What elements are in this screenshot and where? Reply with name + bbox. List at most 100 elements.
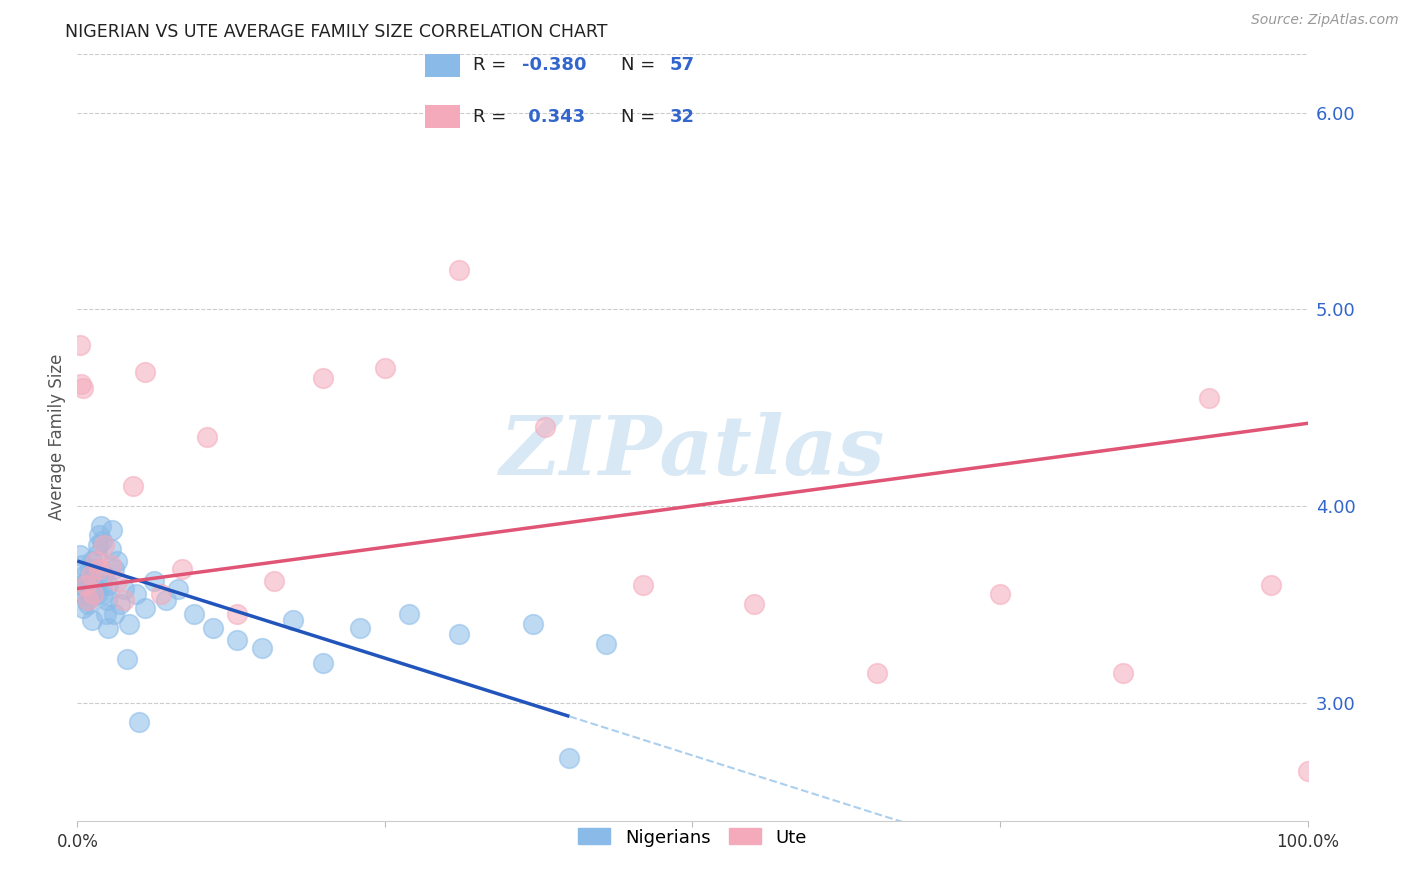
Point [83, 562, 105, 576]
Point [84, 554, 107, 568]
Point [100, 558, 122, 572]
Point [742, 597, 765, 611]
Point [84, 582, 107, 596]
Point [82, 577, 104, 591]
Point [82, 613, 104, 627]
Point [70, 376, 93, 391]
Point [76, 574, 98, 588]
Point [70, 558, 93, 572]
Point [150, 587, 173, 601]
Text: 32: 32 [669, 108, 695, 126]
Point [90, 534, 114, 549]
Text: NIGERIAN VS UTE AVERAGE FAMILY SIZE CORRELATION CHART: NIGERIAN VS UTE AVERAGE FAMILY SIZE CORR… [65, 23, 607, 41]
Text: ZIPatlas: ZIPatlas [499, 412, 886, 492]
Point [1112, 666, 1135, 681]
Point [115, 652, 138, 666]
Point [195, 430, 218, 444]
Point [374, 361, 396, 376]
Point [558, 750, 581, 764]
Text: N =: N = [621, 56, 661, 74]
Point [97, 621, 120, 635]
Point [96, 593, 118, 607]
Point [77, 597, 100, 611]
Point [105, 554, 128, 568]
Point [93, 538, 115, 552]
Point [93, 567, 115, 582]
Point [101, 523, 124, 537]
Point [201, 621, 224, 635]
Point [86, 548, 108, 562]
Point [1260, 577, 1282, 591]
Point [134, 601, 156, 615]
Legend: Nigerians, Ute: Nigerians, Ute [571, 822, 814, 854]
Text: Source: ZipAtlas.com: Source: ZipAtlas.com [1251, 13, 1399, 28]
Point [89, 562, 111, 576]
Point [263, 574, 285, 588]
Point [100, 542, 122, 557]
Point [167, 582, 190, 596]
Point [76, 593, 98, 607]
Point [75, 577, 97, 591]
Point [90, 518, 112, 533]
Text: 57: 57 [669, 56, 695, 74]
Point [250, 640, 273, 655]
Point [105, 574, 128, 588]
Point [534, 420, 557, 434]
Point [72, 587, 94, 601]
Point [103, 607, 125, 621]
Text: N =: N = [621, 108, 661, 126]
Point [398, 607, 420, 621]
Point [1296, 764, 1319, 779]
Point [170, 562, 193, 576]
Point [91, 587, 114, 601]
Point [69, 337, 91, 351]
Point [1198, 391, 1220, 405]
Point [312, 371, 335, 385]
Point [86, 587, 108, 601]
Point [447, 627, 470, 641]
Point [80, 587, 103, 601]
Y-axis label: Average Family Size: Average Family Size [48, 354, 66, 520]
Point [73, 567, 96, 582]
Point [134, 365, 156, 379]
Point [128, 715, 150, 730]
Point [112, 582, 135, 596]
Point [89, 528, 111, 542]
Point [103, 562, 125, 576]
Point [118, 616, 141, 631]
Point [70, 577, 93, 591]
Point [312, 657, 335, 671]
Point [90, 577, 114, 591]
Point [82, 587, 104, 601]
Point [69, 548, 91, 562]
Point [72, 381, 94, 395]
Point [988, 587, 1011, 601]
Point [75, 582, 97, 596]
Bar [425, 54, 460, 77]
Text: 0.343: 0.343 [522, 108, 585, 126]
Point [633, 577, 655, 591]
Point [183, 607, 205, 621]
Point [226, 632, 249, 647]
Text: R =: R = [474, 56, 512, 74]
Point [447, 263, 470, 277]
Point [82, 554, 104, 568]
Point [142, 574, 165, 588]
Point [595, 637, 617, 651]
Point [155, 593, 177, 607]
Bar [425, 105, 460, 128]
Point [97, 577, 120, 591]
Point [87, 538, 110, 552]
Point [112, 593, 135, 607]
Point [349, 621, 371, 635]
Point [522, 616, 544, 631]
Point [72, 601, 94, 615]
Point [80, 567, 103, 582]
Point [94, 607, 117, 621]
Point [866, 666, 889, 681]
Point [125, 587, 148, 601]
Point [79, 562, 101, 576]
Point [77, 593, 100, 607]
Point [121, 479, 143, 493]
Point [281, 613, 304, 627]
